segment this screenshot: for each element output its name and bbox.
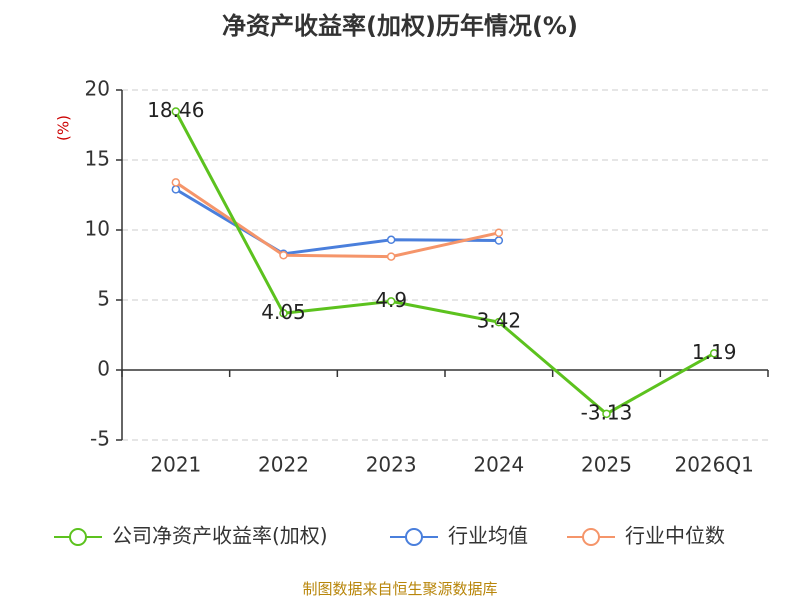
y-tick-label: 20 (85, 77, 110, 101)
data-point (709, 349, 719, 358)
legend-label-2: 行业中位数 (625, 524, 725, 548)
x-tick-label: 2025 (581, 453, 632, 477)
series-line-2 (174, 180, 501, 259)
data-point (171, 178, 181, 187)
y-axis-unit-label: (%) (55, 115, 73, 141)
data-point (171, 185, 181, 194)
data-point (386, 252, 396, 261)
data-label: 18.46 (147, 98, 204, 122)
legend-marker-1 (405, 528, 423, 546)
legend-marker-2 (582, 528, 600, 546)
x-tick-label: 2026Q1 (674, 453, 753, 477)
series-line-1 (174, 187, 501, 256)
data-point (602, 409, 611, 419)
legend-label-1: 行业均值 (448, 524, 528, 548)
data-point (279, 309, 288, 318)
data-label: 4.9 (375, 288, 407, 312)
y-tick-label: 5 (97, 287, 110, 311)
data-point (171, 107, 181, 116)
data-point (494, 228, 504, 238)
y-tick-label: 15 (85, 147, 110, 171)
data-label: 1.19 (692, 340, 737, 364)
data-label: -3.13 (581, 400, 633, 424)
data-point (494, 236, 504, 245)
data-source-note: 制图数据来自恒生聚源数据库 (302, 580, 498, 598)
data-point (494, 317, 504, 327)
x-tick-label: 2021 (150, 453, 201, 477)
legend-label-0: 公司净资产收益率(加权) (112, 524, 328, 548)
x-tick-label: 2024 (473, 453, 524, 477)
y-tick-label: 0 (97, 357, 110, 381)
series-line-0 (174, 110, 716, 416)
data-point (386, 235, 396, 245)
y-tick-label: -5 (90, 427, 110, 451)
y-tick-label: 10 (85, 217, 110, 241)
data-label: 3.42 (477, 309, 522, 333)
data-point (386, 297, 396, 306)
x-tick-label: 2022 (258, 453, 309, 477)
x-tick-label: 2023 (366, 453, 417, 477)
legend-marker-0 (69, 528, 87, 546)
chart-title: 净资产收益率(加权)历年情况(%) (222, 12, 578, 40)
data-point (279, 250, 288, 260)
data-label: 4.05 (261, 300, 306, 324)
